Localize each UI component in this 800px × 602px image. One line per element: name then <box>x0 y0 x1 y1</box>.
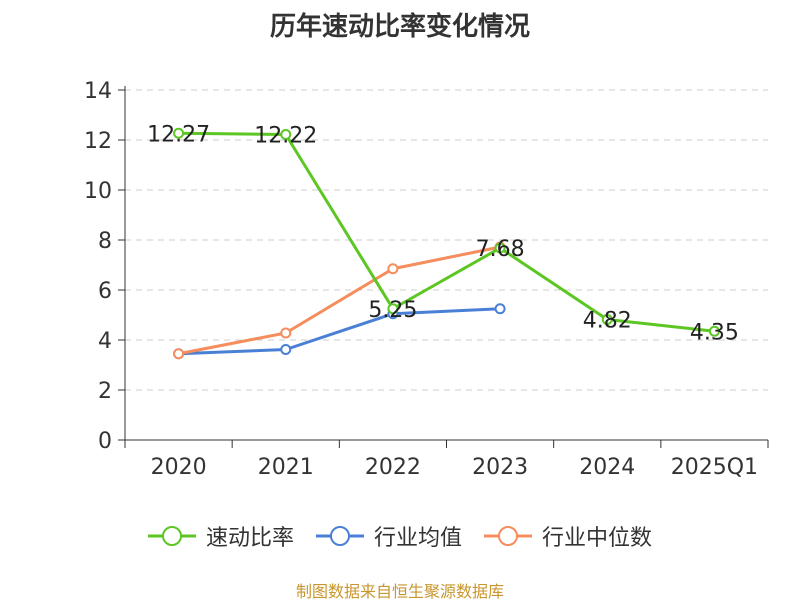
data-point <box>494 303 506 315</box>
y-tick-label: 10 <box>84 179 112 204</box>
data-label: 7.68 <box>476 237 525 262</box>
x-tick-label: 2020 <box>151 455 207 480</box>
chart-title: 历年速动比率变化情况 <box>269 12 530 42</box>
y-tick-label: 6 <box>98 279 112 304</box>
data-label: 4.82 <box>583 309 632 334</box>
data-point <box>708 325 720 337</box>
data-label: 5.25 <box>368 298 417 323</box>
legend-item-industry-median[interactable]: 行业中位数 <box>484 520 652 552</box>
data-labels: 12.27 12.22 5.25 7.68 4.82 4.35 <box>147 122 739 345</box>
legend-line-icon <box>315 526 364 546</box>
series-line <box>178 245 501 356</box>
y-tick-label: 2 <box>98 379 112 404</box>
y-tick-label: 14 <box>84 79 112 104</box>
legend: 速动比率 行业均值 行业中位数 <box>0 520 800 552</box>
data-point <box>173 127 185 139</box>
x-tick-label: 2025Q1 <box>671 455 758 480</box>
legend-line-icon <box>147 526 196 546</box>
series-line <box>178 131 715 333</box>
legend-label: 速动比率 <box>205 526 294 551</box>
data-point <box>601 314 613 325</box>
axes: 0 2 4 6 8 10 12 14 2020 2021 2022 2023 2024 2025Q1 <box>84 79 769 480</box>
legend-line-icon <box>484 526 532 546</box>
y-tick-label: 4 <box>98 329 112 354</box>
data-label: 4.35 <box>690 320 739 345</box>
x-tick-label: 2024 <box>579 455 635 480</box>
x-tick-label: 2022 <box>365 455 421 480</box>
legend-label: 行业均值 <box>373 526 462 551</box>
data-point <box>494 242 506 254</box>
data-point <box>280 129 292 140</box>
data-label: 12.27 <box>147 122 210 147</box>
legend-item-quick-ratio[interactable]: 速动比率 <box>147 520 294 552</box>
y-tick-label: 12 <box>84 129 112 154</box>
data-point <box>387 303 399 315</box>
data-point <box>280 344 292 355</box>
series-line <box>178 307 501 356</box>
source-note: 制图数据来自恒生聚源数据库 <box>295 582 504 601</box>
x-tick-label: 2023 <box>472 455 528 480</box>
y-tick-label: 0 <box>98 429 112 454</box>
data-point <box>173 348 185 360</box>
x-tick-label: 2021 <box>258 455 314 480</box>
y-tick-label: 8 <box>98 229 112 254</box>
gridlines <box>125 89 768 391</box>
data-point <box>280 327 292 339</box>
legend-item-industry-mean[interactable]: 行业均值 <box>315 520 462 552</box>
legend-label: 行业中位数 <box>542 526 653 551</box>
data-label: 12.22 <box>254 124 317 149</box>
data-point <box>387 263 399 275</box>
series-lines <box>173 127 720 360</box>
